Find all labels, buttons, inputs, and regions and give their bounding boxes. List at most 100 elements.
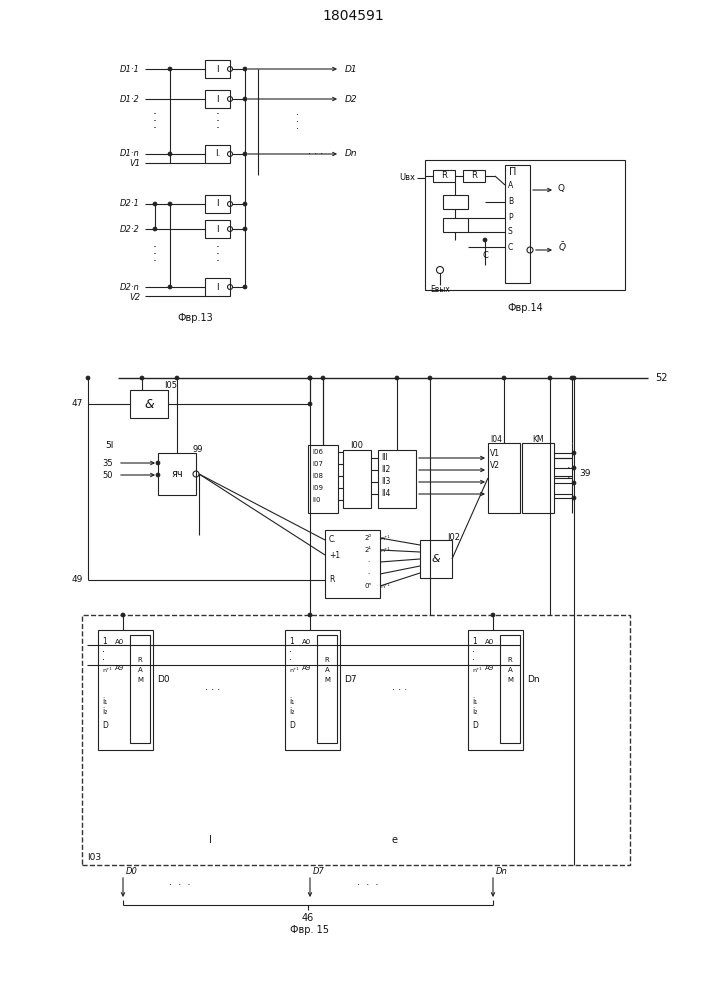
Text: n⁺¹: n⁺¹ (380, 536, 390, 540)
Bar (205, 60, 230, 78)
Text: ·: · (296, 124, 300, 134)
Bar (130, 390, 168, 418)
Bar (378, 450, 416, 508)
Text: ·: · (216, 115, 219, 128)
Text: ·: · (289, 655, 292, 665)
Text: · · ·: · · · (205, 685, 221, 695)
Text: V2: V2 (490, 460, 500, 470)
Text: 2⁰: 2⁰ (364, 535, 372, 541)
Text: R: R (508, 657, 513, 663)
Text: ·: · (367, 571, 369, 577)
Circle shape (243, 285, 247, 289)
Text: ·: · (216, 241, 219, 254)
Text: KM: KM (532, 434, 544, 444)
Circle shape (243, 202, 247, 206)
Text: i₁: i₁ (102, 698, 107, 706)
Text: 50: 50 (103, 471, 113, 480)
Text: II3: II3 (381, 478, 390, 487)
Circle shape (175, 376, 179, 380)
Text: D0: D0 (126, 867, 138, 876)
Text: ·: · (153, 248, 157, 261)
Text: A: A (508, 180, 513, 190)
Text: I.: I. (215, 149, 221, 158)
Circle shape (572, 451, 575, 455)
Text: Uвх: Uвх (399, 174, 415, 182)
Text: III: III (381, 454, 387, 462)
Text: ·: · (289, 647, 292, 657)
Text: ·  ·  ·: · · · (357, 880, 379, 890)
Text: A0: A0 (115, 639, 124, 645)
Text: ·: · (153, 255, 157, 268)
Text: V1: V1 (490, 448, 500, 458)
Circle shape (168, 152, 172, 156)
Text: · · ·: · · · (392, 685, 408, 695)
Bar (420, 540, 452, 578)
Text: &: & (432, 554, 440, 564)
Text: i₂: i₂ (472, 708, 477, 716)
Text: M: M (137, 677, 143, 683)
Text: 2¹: 2¹ (364, 547, 372, 553)
Text: R: R (138, 657, 142, 663)
Text: II4: II4 (381, 489, 390, 498)
Text: C.: C. (329, 536, 337, 544)
Text: i₂: i₂ (289, 708, 294, 716)
Text: Фвр.14: Фвр.14 (507, 303, 543, 313)
Circle shape (140, 376, 144, 380)
Circle shape (571, 376, 574, 380)
Text: R: R (329, 576, 334, 584)
Text: I: I (209, 835, 211, 845)
Text: ·: · (216, 255, 219, 268)
Text: ·: · (216, 108, 219, 121)
Circle shape (156, 473, 160, 477)
Text: Eвых: Eвых (430, 286, 450, 294)
Text: II2: II2 (381, 466, 390, 475)
Text: D1·n: D1·n (120, 149, 140, 158)
Text: e: e (392, 835, 398, 845)
Bar (98, 630, 153, 750)
Bar (468, 630, 523, 750)
Text: 5I: 5I (105, 440, 113, 450)
Text: R: R (471, 172, 477, 180)
Circle shape (308, 402, 312, 406)
Text: ·: · (216, 248, 219, 261)
Text: I: I (216, 225, 218, 233)
Text: ·: · (296, 117, 300, 127)
Text: $\bar{Q}$: $\bar{Q}$ (558, 240, 567, 254)
Circle shape (491, 613, 495, 617)
Text: ·: · (153, 122, 157, 135)
Text: A: A (508, 667, 513, 673)
Text: ·: · (153, 108, 157, 121)
Text: ·: · (567, 463, 571, 473)
Text: I09: I09 (312, 485, 323, 491)
Circle shape (308, 376, 312, 380)
Text: 1: 1 (289, 638, 293, 647)
Text: 1: 1 (102, 638, 107, 647)
Circle shape (121, 613, 125, 617)
Bar (285, 630, 340, 750)
Circle shape (156, 461, 160, 465)
Circle shape (168, 285, 172, 289)
Text: 39: 39 (579, 468, 590, 478)
Circle shape (308, 376, 312, 380)
Text: ·: · (102, 655, 105, 665)
Text: яч: яч (171, 469, 183, 479)
Text: 35: 35 (103, 458, 113, 468)
Circle shape (502, 376, 506, 380)
Text: ·: · (567, 473, 571, 483)
Circle shape (243, 227, 247, 231)
Text: i₁: i₁ (289, 698, 294, 706)
Bar (522, 443, 554, 513)
Text: I07: I07 (312, 461, 323, 467)
Bar (443, 195, 468, 209)
Text: I00: I00 (351, 442, 363, 450)
Bar (505, 165, 530, 283)
Circle shape (321, 376, 325, 380)
Circle shape (572, 376, 575, 380)
Bar (443, 218, 468, 232)
Text: &: & (144, 397, 154, 410)
Circle shape (153, 227, 157, 231)
Circle shape (243, 97, 247, 101)
Bar (130, 635, 150, 743)
Circle shape (483, 238, 487, 242)
Circle shape (572, 481, 575, 485)
